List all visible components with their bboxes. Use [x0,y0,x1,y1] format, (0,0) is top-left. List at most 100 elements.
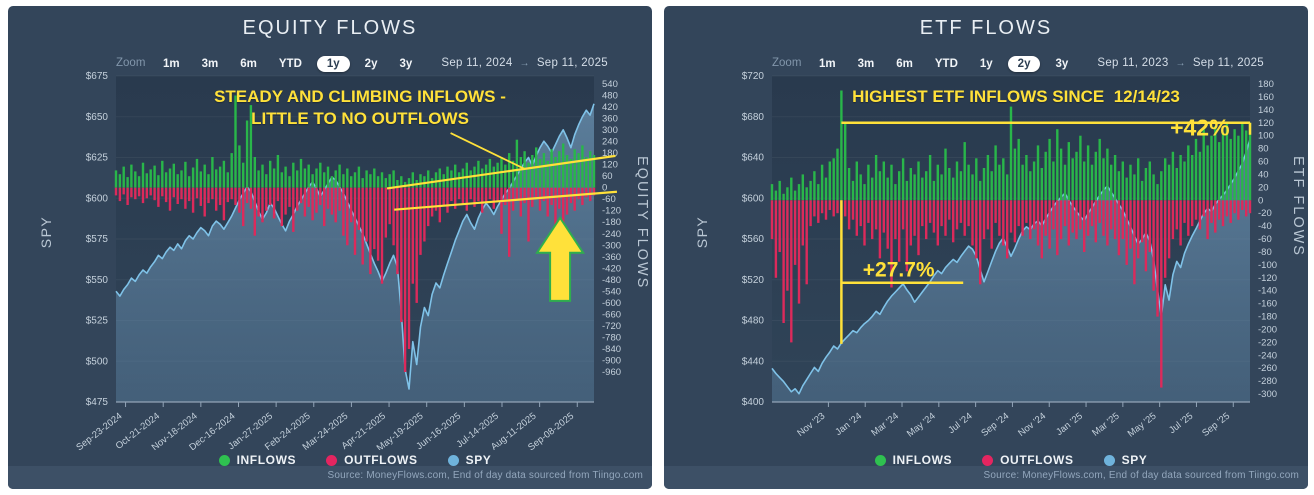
page-title: ETF FLOWS [919,17,1053,39]
flow-tick-label: -180 [1258,312,1277,323]
plot-area: Nov '23 Jan '24 Mar '24 May '24 Jul '24 Sep '… [742,71,1277,440]
x-tick-label: Jul '24 [946,411,974,436]
footer-bar: Source: MoneyFlows.com, End of day data … [8,466,652,489]
annotation-text: HIGHEST ETF INFLOWS SINCE 12/14/23 [786,86,1246,108]
flow-tick-label: 60 [602,171,613,182]
flow-tick-label: 360 [602,114,618,125]
x-tick-label: Jan '24 [833,411,864,438]
range-button-2y[interactable]: 2y [364,58,378,70]
flow-tick-label: -360 [602,252,621,263]
legend-item-inflows[interactable]: INFLOWS [874,453,953,467]
legend-item-outflows[interactable]: OUTFLOWS [982,453,1073,467]
pct-label: +27.7% [863,258,935,281]
legend-item-inflows[interactable]: INFLOWS [218,453,297,467]
flow-tick-label: 180 [1258,79,1274,90]
legend-label: SPY [1121,453,1148,467]
flow-tick-label: 420 [602,102,618,113]
flow-tick-label: -900 [602,355,621,366]
flow-tick-label: 160 [1258,92,1274,103]
flow-tick-label: -40 [1258,221,1272,232]
zoom-label: Zoom [772,57,802,69]
legend-label: SPY [465,453,492,467]
flow-tick-label: -220 [1258,337,1277,348]
legend-item-spy[interactable]: SPY [447,453,492,467]
range-button-6m[interactable]: 6m [240,58,257,70]
spy-area [772,139,1250,402]
date-from[interactable]: Sep 11, 2023 [1097,57,1169,69]
x-tick-label: Sep '24 [979,411,1011,439]
flow-tick-label: 80 [1258,144,1269,155]
trend-line-annotation [386,154,616,190]
price-tick-label: $520 [742,275,765,286]
flow-tick-label: 180 [602,148,618,159]
annotation-line1: STEADY AND CLIMBING INFLOWS - [214,87,506,106]
range-button-3y[interactable]: 3y [399,58,413,70]
arrow-right-icon: → [1175,58,1186,69]
etf-flows-panel: ETF FLOWS Zoom 1m 3m 6m YTD 1y 2y 3y Sep 11, 2… [664,6,1308,489]
flow-tick-label: 100 [1258,131,1274,142]
range-button-ytd[interactable]: YTD [934,58,958,70]
range-button-ytd[interactable]: YTD [278,58,302,70]
flow-tick-label: -60 [602,194,616,205]
flow-tick-label: -160 [1258,299,1277,310]
legend-item-spy[interactable]: SPY [1103,453,1148,467]
range-button-3y[interactable]: 3y [1055,58,1069,70]
flow-tick-label: -780 [602,332,621,343]
flow-tick-label: -420 [602,263,621,274]
flow-tick-label: -60 [1258,234,1272,245]
page-title: EQUITY FLOWS [242,17,418,39]
spy-dot-icon [1103,454,1115,466]
price-tick-label: $720 [742,71,765,82]
annotation-line1: HIGHEST ETF INFLOWS SINCE 12/14/23 [852,87,1180,106]
inflows-dot-icon [218,454,230,466]
arrow-right-icon: → [519,58,530,69]
price-tick-label: $550 [86,275,109,286]
flow-tick-label: 240 [602,137,618,148]
price-tick-label: $600 [742,193,765,204]
range-button-3m[interactable]: 3m [857,58,875,70]
flow-tick-label: -180 [602,217,621,228]
spy-dot-icon [447,454,459,466]
range-button-1y[interactable]: 1y [979,58,993,70]
etf-flows-chart: Nov '23 Jan '24 Mar '24 May '24 Jul '24 Sep '… [742,71,1277,440]
flow-tick-label: 120 [1258,118,1274,129]
range-buttons: 1m 3m 6m YTD 1y 2y 3y [156,53,419,75]
source-text: Source: MoneyFlows.com, End of day data … [983,470,1299,481]
x-tick-label: Jul '25 [1167,411,1195,436]
flow-tick-label: 0 [602,183,607,194]
flow-tick-label: -120 [602,206,621,217]
date-to[interactable]: Sep 11, 2025 [1192,57,1264,69]
annotation-text: STEADY AND CLIMBING INFLOWS - LITTLE TO N… [130,86,590,130]
x-tick-label: Sep '25 [1200,411,1232,439]
x-tick-label: May '24 [905,411,938,440]
flow-tick-label: -240 [1258,350,1277,361]
flow-tick-label: 40 [1258,169,1269,180]
price-tick-label: $525 [86,316,109,327]
spy-line [771,138,1251,395]
date-range: Sep 11, 2024 → Sep 11, 2025 [441,57,608,69]
price-tick-label: $680 [742,112,765,123]
trend-line-annotation [394,190,618,211]
date-from[interactable]: Sep 11, 2024 [441,57,513,69]
price-tick-label: $640 [742,153,765,164]
source-text: Source: MoneyFlows.com, End of day data … [327,470,643,481]
range-button-1m[interactable]: 1m [163,58,180,70]
range-button-6m[interactable]: 6m [896,58,913,70]
legend-item-outflows[interactable]: OUTFLOWS [326,453,417,467]
x-tick-label: Mar '25 [1090,411,1122,439]
range-buttons: 1m 3m 6m YTD 1y 2y 3y [812,53,1075,75]
legend: INFLOWS OUTFLOWS SPY [772,453,1250,467]
flow-tick-label: -280 [1258,376,1277,387]
date-to[interactable]: Sep 11, 2025 [536,57,608,69]
range-button-1m[interactable]: 1m [819,58,836,70]
spy-axis-label: SPY [38,215,54,249]
price-tick-label: $650 [86,112,109,123]
range-button-2y[interactable]: 2y [1007,56,1041,72]
x-tick-label: Nov '24 [1016,411,1048,439]
up-arrow-annotation [535,215,585,302]
toolbar: Zoom 1m 3m 6m YTD 1y 2y 3y Sep 11, 2024 → Sep 11… [8,53,652,75]
footer-bar: Source: MoneyFlows.com, End of day data … [664,466,1308,489]
range-button-3m[interactable]: 3m [201,58,219,70]
range-button-1y[interactable]: 1y [316,56,350,72]
